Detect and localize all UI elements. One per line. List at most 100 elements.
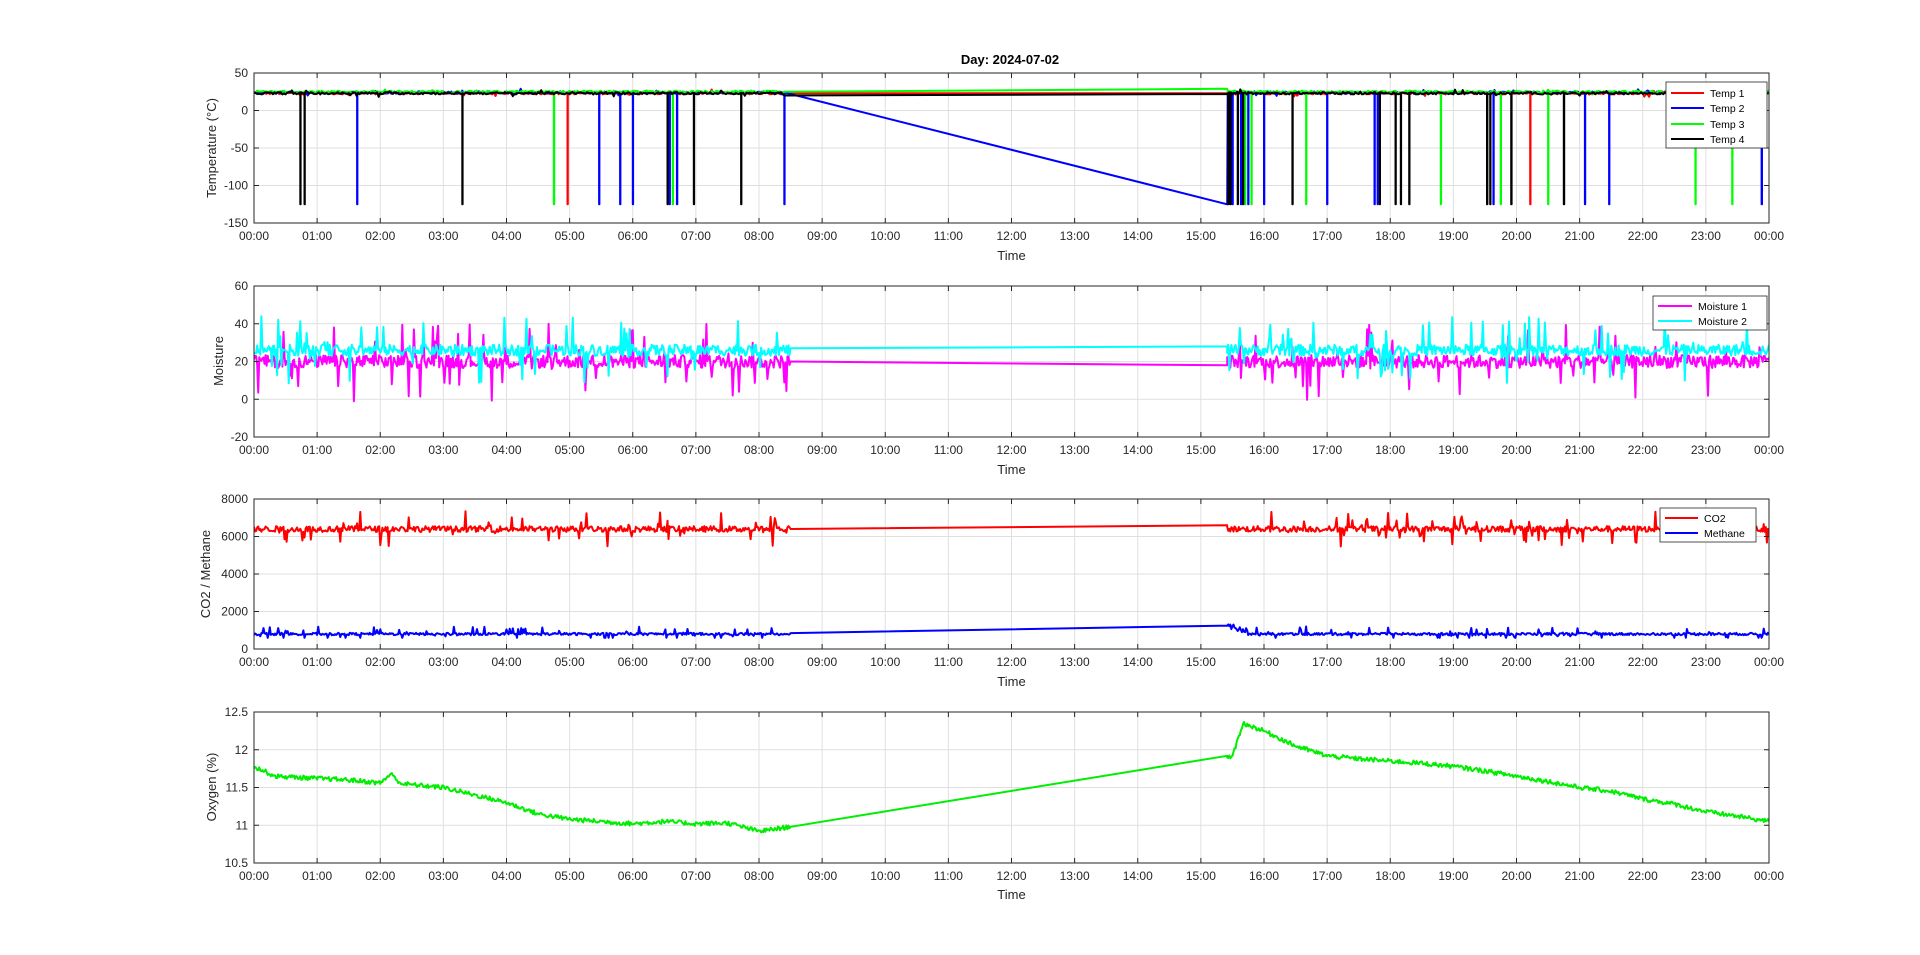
x-tick-label: 10:00 — [870, 655, 900, 669]
x-tick-label: 22:00 — [1628, 869, 1658, 883]
x-tick-label: 01:00 — [302, 655, 332, 669]
x-tick-label: 21:00 — [1565, 655, 1595, 669]
y-tick-label: 40 — [235, 317, 249, 331]
series-line-co2 — [254, 510, 1769, 548]
x-tick-label: 04:00 — [491, 443, 521, 457]
y-tick-label: -20 — [231, 430, 249, 444]
x-tick-label: 09:00 — [807, 229, 837, 243]
x-tick-label: 17:00 — [1312, 655, 1342, 669]
x-tick-label: 02:00 — [365, 229, 395, 243]
x-tick-label: 23:00 — [1691, 229, 1721, 243]
xticks-co2-methane: 00:00 01:00 02:00 03:00 04:00 05:00 06:00 07:00… — [239, 499, 1784, 669]
x-tick-label: 20:00 — [1501, 229, 1531, 243]
x-tick-label: 14:00 — [1123, 229, 1153, 243]
x-tick-label: 19:00 — [1438, 869, 1468, 883]
x-tick-label: 05:00 — [555, 229, 585, 243]
x-tick-label: 07:00 — [681, 229, 711, 243]
x-tick-label: 15:00 — [1186, 869, 1216, 883]
x-tick-label: 00:00 — [239, 229, 269, 243]
y-tick-label: 0 — [241, 392, 248, 406]
x-tick-label: 13:00 — [1060, 869, 1090, 883]
x-tick-label: 05:00 — [555, 655, 585, 669]
y-tick-label: 11.5 — [226, 781, 249, 795]
x-tick-label: 00:00 — [1754, 869, 1784, 883]
series-group-oxygen — [254, 721, 1769, 834]
x-tick-label: 14:00 — [1123, 869, 1153, 883]
y-tick-label: 4000 — [221, 567, 248, 581]
x-tick-label: 01:00 — [302, 443, 332, 457]
legend-label-moisture-1: Moisture 1 — [1698, 301, 1747, 313]
x-tick-label: 02:00 — [365, 443, 395, 457]
legend-label-temp-2: Temp 2 — [1710, 103, 1745, 115]
grid-co2-methane — [254, 499, 1769, 649]
y-tick-label: 20 — [235, 355, 249, 369]
x-tick-label: 00:00 — [1754, 229, 1784, 243]
x-tick-label: 17:00 — [1312, 229, 1342, 243]
ylabel-oxygen: Oxygen (%) — [204, 753, 219, 822]
x-tick-label: 18:00 — [1375, 655, 1405, 669]
y-tick-label: 6000 — [221, 530, 248, 544]
x-tick-label: 22:00 — [1628, 229, 1658, 243]
x-tick-label: 21:00 — [1565, 869, 1595, 883]
legend-label-moisture-2: Moisture 2 — [1698, 316, 1747, 328]
x-tick-label: 12:00 — [996, 229, 1026, 243]
xlabel-moisture: Time — [997, 462, 1025, 477]
x-tick-label: 23:00 — [1691, 869, 1721, 883]
x-tick-label: 07:00 — [681, 869, 711, 883]
x-tick-label: 01:00 — [302, 869, 332, 883]
xticks-oxygen: 00:00 01:00 02:00 03:00 04:00 05:00 06:00 07:00… — [239, 712, 1784, 883]
x-tick-label: 11:00 — [934, 655, 963, 669]
panel-oxygen: 12.5 12 11.5 11 10.5 00:00 01:00 02:00 03:00 04:… — [204, 705, 1784, 902]
x-tick-label: 08:00 — [744, 869, 774, 883]
x-tick-label: 13:00 — [1060, 655, 1090, 669]
x-tick-label: 02:00 — [365, 869, 395, 883]
series-line-methane — [254, 623, 1769, 639]
legend-box-moisture — [1652, 295, 1768, 331]
xlabel-temperature: Time — [997, 248, 1025, 263]
x-tick-label: 04:00 — [491, 869, 521, 883]
series-line-temp-4 — [254, 88, 1769, 206]
x-tick-label: 11:00 — [934, 443, 963, 457]
x-tick-label: 17:00 — [1312, 869, 1342, 883]
x-tick-label: 06:00 — [618, 869, 648, 883]
xticks-temperature: 00:00 01:00 02:00 03:00 04:00 05:00 06:00 07:00… — [239, 73, 1784, 243]
ylabel-temperature: Temperature (°C) — [204, 98, 219, 198]
y-tick-label: 12 — [235, 743, 249, 757]
x-tick-label: 15:00 — [1186, 229, 1216, 243]
x-tick-label: 21:00 — [1565, 229, 1595, 243]
xlabel-co2-methane: Time — [997, 674, 1025, 689]
legend-label-temp-4: Temp 4 — [1710, 134, 1745, 146]
legend-label-temp-1: Temp 1 — [1710, 88, 1745, 100]
yticks-oxygen: 12.5 12 11.5 11 10.5 — [225, 705, 1769, 870]
x-tick-label: 08:00 — [744, 655, 774, 669]
xticks-moisture: 00:00 01:00 02:00 03:00 04:00 05:00 06:00 07:00… — [239, 286, 1784, 457]
x-tick-label: 16:00 — [1249, 229, 1279, 243]
x-tick-label: 09:00 — [807, 869, 837, 883]
x-tick-label: 01:00 — [302, 229, 332, 243]
x-tick-label: 22:00 — [1628, 655, 1658, 669]
series-group-temperature — [254, 87, 1769, 206]
x-tick-label: 23:00 — [1691, 655, 1721, 669]
x-tick-label: 03:00 — [428, 869, 458, 883]
x-tick-label: 14:00 — [1123, 655, 1153, 669]
x-tick-label: 09:00 — [807, 443, 837, 457]
x-tick-label: 20:00 — [1501, 655, 1531, 669]
series-group-co2-methane — [254, 510, 1769, 639]
x-tick-label: 10:00 — [870, 443, 900, 457]
x-tick-label: 00:00 — [239, 443, 269, 457]
x-tick-label: 03:00 — [428, 655, 458, 669]
yticks-temperature: 50 0 -50 -100 -150 — [224, 66, 1769, 230]
x-tick-label: 07:00 — [681, 443, 711, 457]
x-tick-label: 15:00 — [1186, 443, 1216, 457]
y-tick-label: 0 — [241, 642, 248, 656]
x-tick-label: 03:00 — [428, 229, 458, 243]
x-tick-label: 06:00 — [618, 443, 648, 457]
x-tick-label: 06:00 — [618, 229, 648, 243]
y-tick-label: 11 — [236, 818, 249, 832]
x-tick-label: 12:00 — [996, 443, 1026, 457]
xlabel-oxygen: Time — [997, 887, 1025, 902]
x-tick-label: 20:00 — [1501, 443, 1531, 457]
x-tick-label: 12:00 — [996, 869, 1026, 883]
x-tick-label: 08:00 — [744, 443, 774, 457]
